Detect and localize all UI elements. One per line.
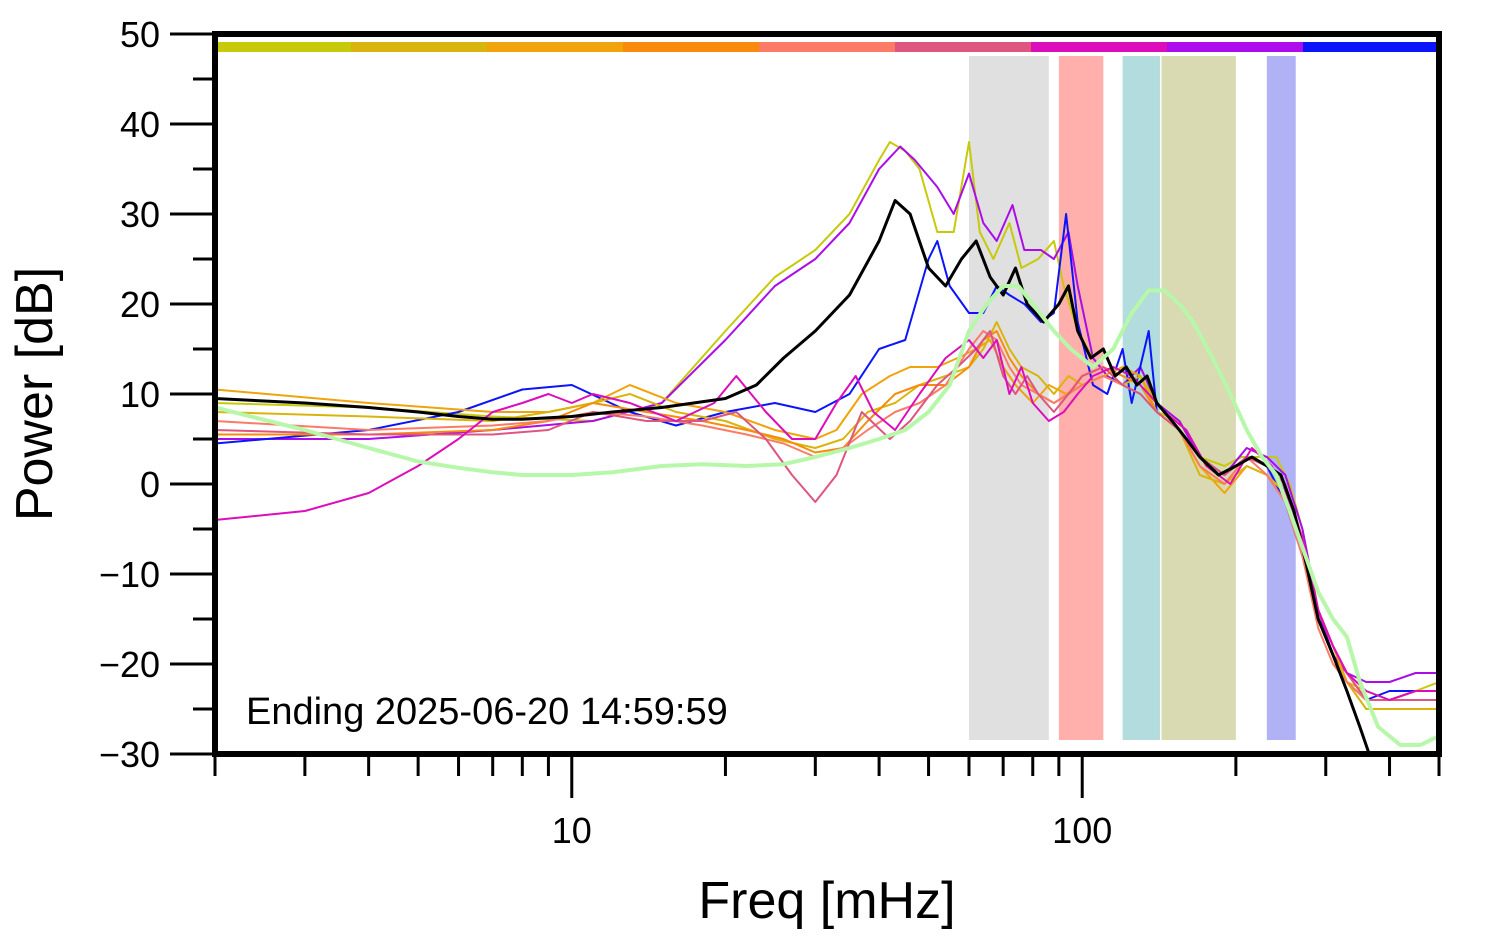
time-bar-segment-4 [759, 42, 896, 52]
time-bar-segment-8 [1303, 42, 1440, 52]
time-bar-segment-7 [1167, 42, 1304, 52]
band-3 [1161, 56, 1236, 740]
series-line-3 [215, 339, 1439, 701]
x-axis-title: Freq [mHz] [698, 872, 955, 930]
series-line-1 [215, 145, 1439, 683]
time-bar-segment-6 [1031, 42, 1168, 52]
annotation-ending: Ending 2025-06-20 14:59:59 [246, 691, 728, 733]
spectra-lines [215, 141, 1439, 754]
y-axis-title: Power [dB] [6, 267, 64, 521]
series-line-5 [215, 330, 1439, 701]
y-tick-label: 30 [120, 194, 160, 235]
y-tick-label: −20 [99, 644, 160, 685]
y-tick-label: 50 [120, 14, 160, 55]
x-tick-label: 100 [1052, 810, 1112, 851]
time-bar-segment-5 [895, 42, 1032, 52]
series-line-10 [215, 284, 1439, 747]
frequency-bands [968, 56, 1296, 740]
plot-frame [212, 31, 1442, 757]
series-line-7 [215, 330, 1439, 701]
band-0 [968, 56, 1049, 740]
series-line-9 [215, 199, 1371, 754]
time-bar-segment-1 [351, 42, 488, 52]
band-4 [1266, 56, 1296, 740]
time-bar-segment-0 [215, 42, 352, 52]
y-tick-label: 20 [120, 284, 160, 325]
x-axis: 10 100 [213, 754, 1441, 851]
y-tick-label: 40 [120, 104, 160, 145]
series-line-8 [215, 339, 1439, 701]
time-color-bar [215, 42, 1440, 52]
series-line-6 [215, 330, 1439, 701]
time-bar-segment-3 [623, 42, 760, 52]
x-tick-label: 10 [552, 810, 592, 851]
time-bar-segment-2 [487, 42, 624, 52]
y-tick-label: 10 [120, 374, 160, 415]
y-axis: 50 40 30 20 10 0 −10 −20 −30 [99, 14, 215, 775]
y-tick-label: −10 [99, 554, 160, 595]
y-tick-label: −30 [99, 734, 160, 775]
series-line-4 [215, 321, 1439, 710]
y-tick-label: 0 [140, 464, 160, 505]
